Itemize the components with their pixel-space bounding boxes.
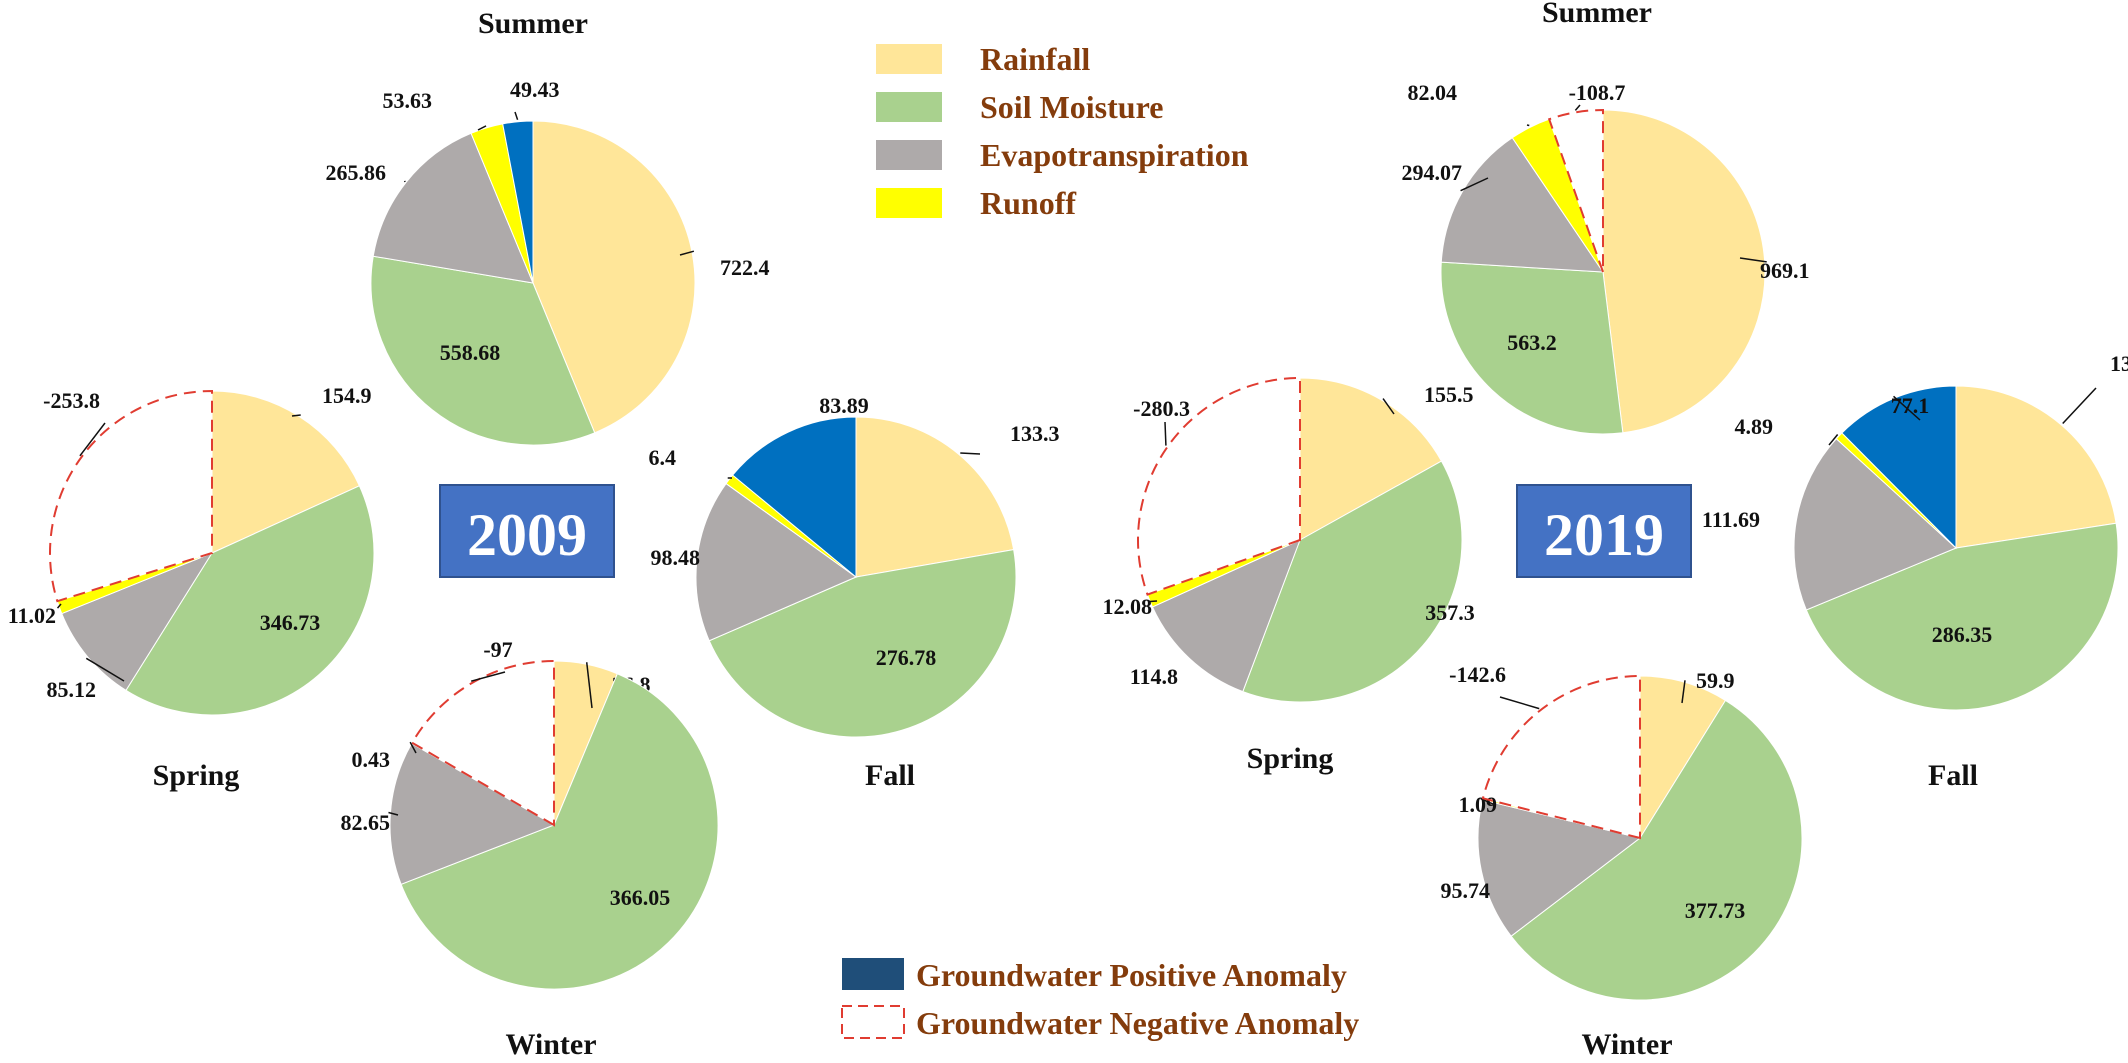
slice-leader-line (2063, 388, 2096, 423)
slice-value-label: 83.89 (819, 393, 869, 418)
slice-value-label: 1.09 (1459, 792, 1498, 817)
pie-2019-spring: 155.5 357.3 114.8 12.08 -280.3 Spring (1103, 378, 1475, 775)
component-legend: Rainfall Soil Moisture Evapotranspiratio… (876, 41, 1249, 221)
pie-season-title: Spring (1247, 742, 1334, 775)
pie-season-title: Summer (1542, 0, 1652, 29)
pie-season-title: Winter (505, 1028, 596, 1058)
slice-value-label: 77.1 (1891, 393, 1930, 418)
slice-value-label: 366.05 (610, 885, 671, 910)
slice-value-label: -280.3 (1133, 396, 1190, 421)
slice-value-label: 563.2 (1507, 330, 1557, 355)
year-badge-2019: 2019 (1517, 485, 1691, 577)
slice-value-label: 139.8 (2110, 351, 2128, 376)
legend-label-runoff: Runoff (980, 185, 1076, 221)
pie-season-title: Fall (1928, 759, 1978, 792)
slice-value-label: 265.86 (326, 160, 387, 185)
slice-value-label: 286.35 (1932, 622, 1993, 647)
slice-value-label: 377.73 (1685, 898, 1746, 923)
legend-label-evapotranspiration: Evapotranspiration (980, 137, 1249, 173)
legend-swatch-soil-moisture (876, 92, 942, 122)
year-badge-label: 2019 (1544, 502, 1664, 568)
slice-value-label: 4.89 (1735, 414, 1774, 439)
legend-label-gw-positive: Groundwater Positive Anomaly (916, 957, 1347, 993)
legend-label-soil-moisture: Soil Moisture (980, 89, 1163, 125)
slice-value-label: 85.12 (47, 677, 97, 702)
legend-label-gw-negative: Groundwater Negative Anomaly (916, 1005, 1359, 1041)
slice-value-label: 6.4 (649, 445, 677, 470)
legend-swatch-gw-negative (842, 1006, 904, 1038)
legend-swatch-runoff (876, 188, 942, 218)
slice-value-label: 276.78 (876, 645, 937, 670)
slice-value-label: 154.9 (322, 383, 372, 408)
slice-value-label: 155.5 (1424, 382, 1474, 407)
pie-season-title: Winter (1581, 1028, 1672, 1058)
pie-slice-rainfall (1956, 386, 2116, 548)
legend-swatch-gw-positive (842, 958, 904, 990)
groundwater-legend: Groundwater Positive Anomaly Groundwater… (842, 957, 1359, 1041)
slice-value-label: -142.6 (1449, 662, 1506, 687)
slice-leader-line (1527, 125, 1529, 126)
pie-2009-spring: 154.9 346.73 85.12 11.02 -253.8 Spring (8, 383, 374, 792)
slice-value-label: 59.9 (1696, 668, 1735, 693)
slice-value-label: -97 (483, 637, 512, 662)
slice-value-label: 95.74 (1441, 878, 1491, 903)
slice-leader-line (80, 423, 105, 456)
slice-value-label: -253.8 (43, 388, 100, 413)
slice-value-label: 12.08 (1103, 594, 1153, 619)
slice-value-label: 82.65 (341, 810, 391, 835)
slice-value-label: 111.69 (1702, 507, 1760, 532)
pie-slice-rainfall (856, 417, 1014, 577)
slice-leader-line (960, 453, 980, 454)
pie-2009-fall: 133.3 276.78 98.48 6.4 83.89 Fall (649, 393, 1060, 792)
slice-value-label: 969.1 (1760, 258, 1810, 283)
slice-value-label: 49.43 (510, 77, 560, 102)
pie-2019-fall: 139.8 286.35 111.69 4.89 77.1 Fall (1702, 351, 2128, 792)
slice-value-label: 346.73 (260, 610, 321, 635)
year-badge-label: 2009 (467, 502, 587, 568)
legend-swatch-evapotranspiration (876, 140, 942, 170)
slice-value-label: 114.8 (1130, 664, 1178, 689)
slice-value-label: 53.63 (383, 88, 433, 113)
slice-value-label: 11.02 (8, 603, 56, 628)
pie-2009-summer: 722.4 558.68 265.86 53.63 49.43 Summer (326, 7, 770, 445)
slice-leader-line (471, 672, 505, 681)
slice-value-label: 82.04 (1408, 80, 1458, 105)
slice-value-label: -108.7 (1569, 80, 1626, 105)
slice-leader-line (1575, 105, 1580, 110)
legend-swatch-rainfall (876, 44, 942, 74)
pie-2019-winter: 59.9 377.73 95.74 1.09 -142.6 Winter (1441, 662, 1802, 1058)
slice-value-label: 294.07 (1402, 160, 1463, 185)
slice-leader-line (1165, 422, 1166, 446)
pie-season-title: Spring (153, 759, 240, 792)
slice-value-label: 0.43 (352, 747, 391, 772)
slice-leader-line (515, 112, 518, 120)
legend-label-rainfall: Rainfall (980, 41, 1090, 77)
pie-2019-summer: 969.1 563.2 294.07 82.04 -108.7 Summer (1402, 0, 1810, 434)
pie-season-title: Summer (478, 7, 588, 40)
slice-value-label: 98.48 (651, 545, 701, 570)
pie-season-title: Fall (865, 759, 915, 792)
slice-value-label: 133.3 (1010, 421, 1060, 446)
slice-leader-line (1500, 697, 1539, 709)
year-badge-2009: 2009 (440, 485, 614, 577)
slice-value-label: 357.3 (1425, 600, 1475, 625)
pie-slice-rainfall (1603, 110, 1765, 433)
slice-value-label: 558.68 (440, 340, 501, 365)
slice-value-label: 722.4 (720, 255, 770, 280)
slice-leader-line (292, 415, 301, 416)
